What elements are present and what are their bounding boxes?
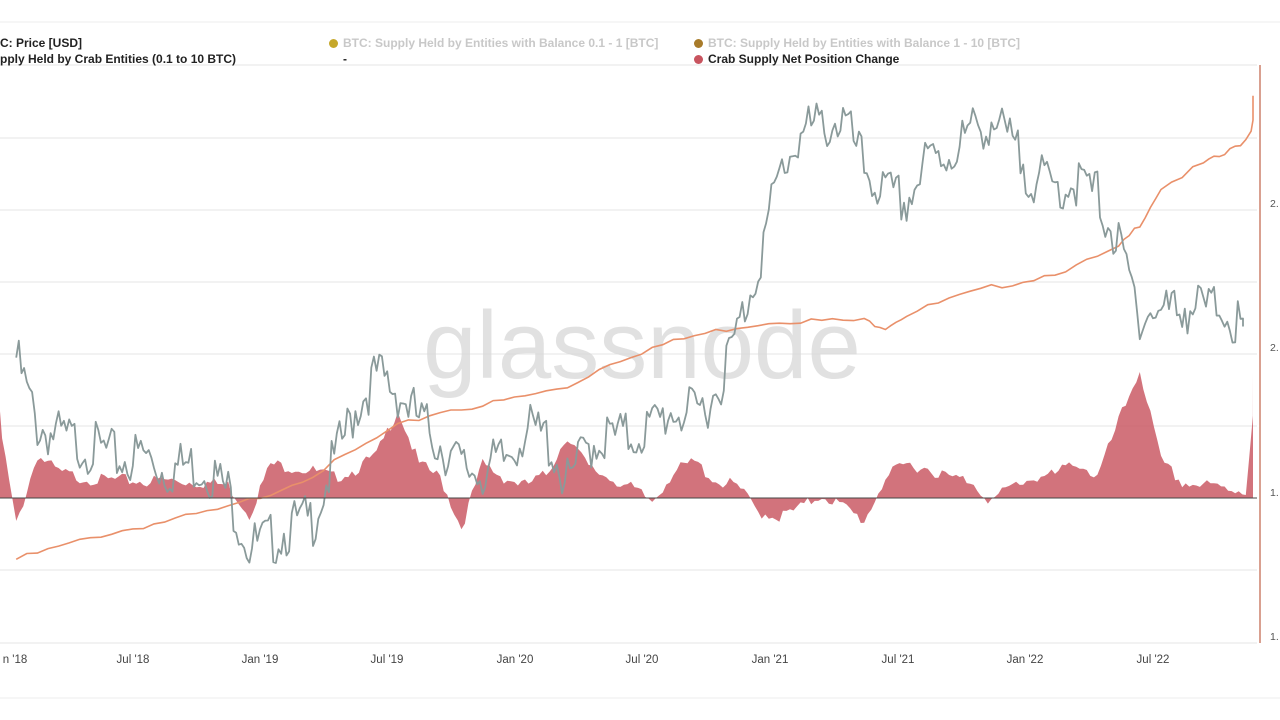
axes: [0, 65, 1261, 643]
x-tick-label: Jul '20: [626, 654, 659, 666]
right-axis-ticks: 2. 2. 1. 1.: [1270, 198, 1279, 643]
legend-label-balance-1-10: BTC: Supply Held by Entities with Balanc…: [708, 36, 1021, 50]
x-tick-label: Jan '20: [497, 654, 534, 666]
legend-dot-icon: [329, 39, 338, 48]
legend-label-net-change: Crab Supply Net Position Change: [708, 52, 900, 66]
x-tick-label: Jan '19: [242, 654, 279, 666]
right-axis-tick-label: 2.: [1270, 342, 1279, 354]
x-tick-label: n '18: [3, 654, 28, 666]
price-line: [15, 102, 1244, 564]
right-axis-tick-label: 1.: [1270, 631, 1279, 643]
right-axis-tick-label: 1.: [1270, 487, 1279, 499]
legend-item-balance-0.1-1[interactable]: BTC: Supply Held by Entities with Balanc…: [329, 36, 658, 50]
legend-item-price[interactable]: C: Price [USD]: [0, 36, 82, 50]
legend: C: Price [USD] pply Held by Crab Entitie…: [0, 0, 1280, 70]
legend-dash-text: -: [343, 52, 347, 66]
legend-item-balance-1-10[interactable]: BTC: Supply Held by Entities with Balanc…: [694, 36, 1020, 50]
price-series: [15, 102, 1244, 564]
legend-dot-icon: [694, 39, 703, 48]
legend-label-price: C: Price [USD]: [0, 36, 83, 50]
x-tick-label: Jan '22: [1007, 654, 1044, 666]
legend-label-balance-0.1-1: BTC: Supply Held by Entities with Balanc…: [343, 36, 659, 50]
x-tick-label: Jul '21: [882, 654, 915, 666]
x-tick-label: Jul '22: [1137, 654, 1170, 666]
x-axis-ticks: n '18 Jul '18 Jan '19 Jul '19 Jan '20 Jul '20…: [3, 654, 1170, 666]
watermark-glassnode: glassnode: [423, 292, 861, 399]
legend-dot-icon: [694, 55, 703, 64]
x-tick-label: Jul '19: [371, 654, 404, 666]
legend-dash: -: [343, 52, 347, 66]
legend-label-crab-supply: pply Held by Crab Entities (0.1 to 10 BT…: [0, 52, 237, 66]
legend-item-crab-supply[interactable]: pply Held by Crab Entities (0.1 to 10 BT…: [0, 52, 236, 66]
x-tick-label: Jul '18: [117, 654, 150, 666]
legend-item-net-change[interactable]: Crab Supply Net Position Change: [694, 52, 899, 66]
right-axis-tick-label: 2.: [1270, 198, 1279, 210]
x-tick-label: Jan '21: [752, 654, 789, 666]
